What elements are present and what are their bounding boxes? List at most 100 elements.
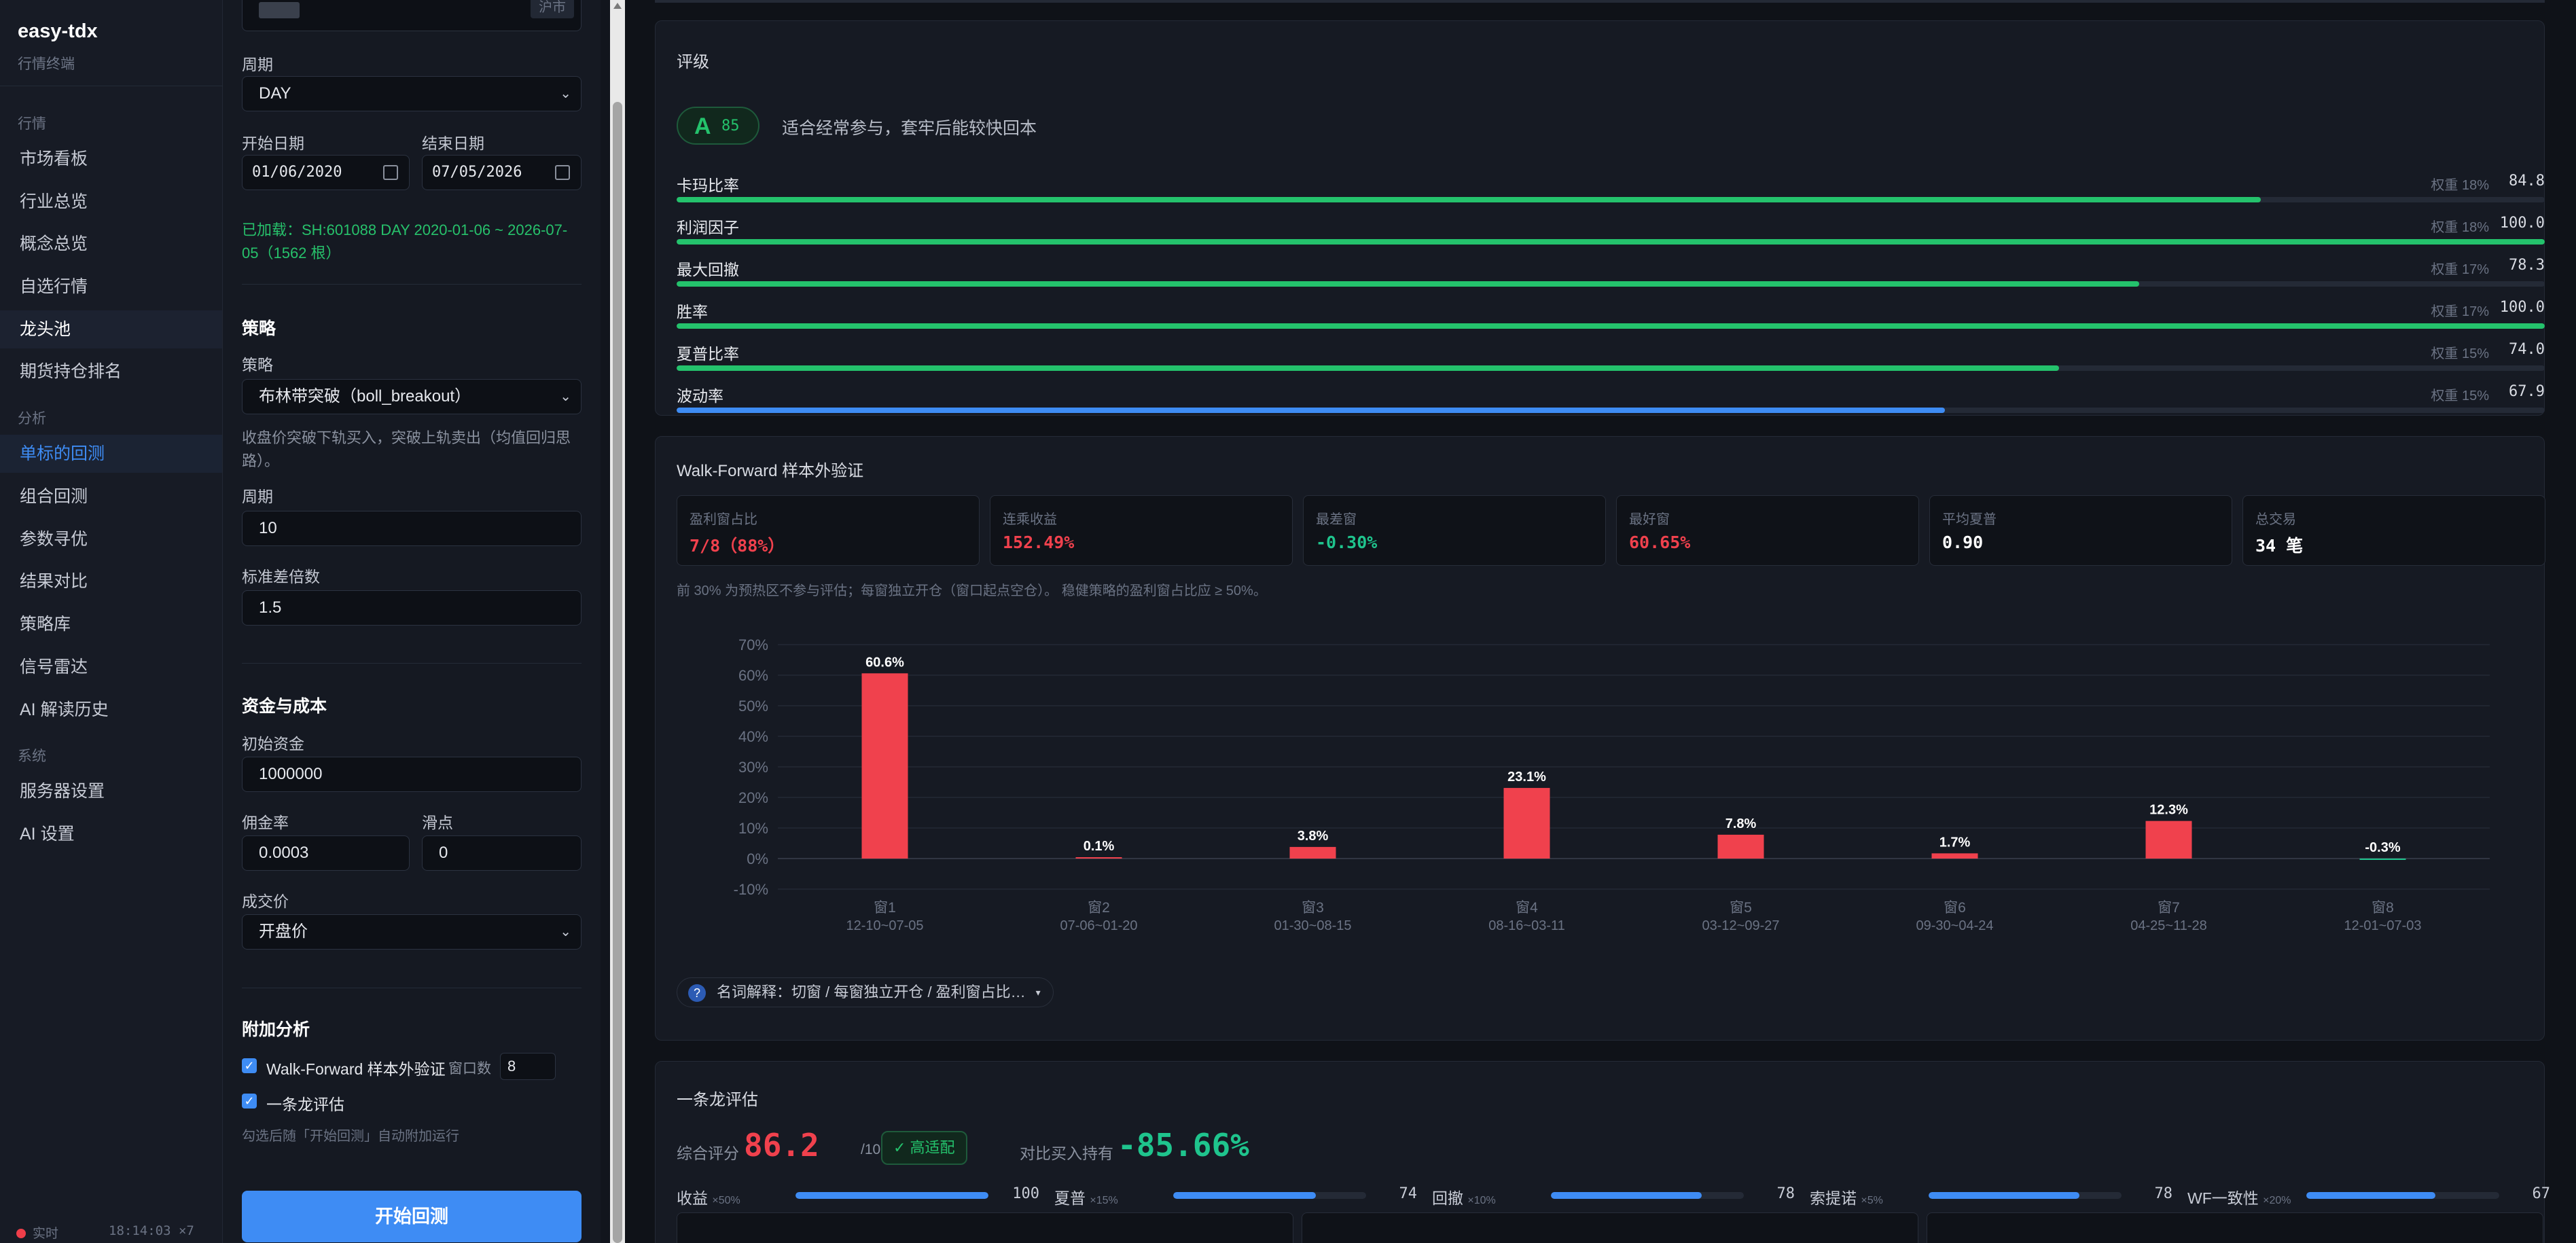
prev-card-edge bbox=[655, 0, 2545, 3]
dragon-metric-fill bbox=[795, 1192, 988, 1199]
capital-input[interactable]: 1000000 bbox=[242, 757, 582, 792]
nav-item-strategy-library[interactable]: 策略库 bbox=[20, 615, 71, 634]
nav-item-market-board[interactable]: 市场看板 bbox=[20, 149, 88, 168]
nav-item-industry[interactable]: 行业总览 bbox=[20, 192, 88, 211]
calendar-icon[interactable] bbox=[383, 165, 398, 180]
dragon-compare-label: 对比买入持有 bbox=[1020, 1145, 1113, 1162]
dragon-metric-weight: ×20% bbox=[2263, 1195, 2291, 1206]
end-date-input[interactable]: 07/05/2026 bbox=[422, 155, 582, 190]
dragon-score-label: 综合评分 bbox=[677, 1145, 739, 1162]
wf-window-value: 8 bbox=[507, 1058, 516, 1075]
scrollbar-thumb[interactable] bbox=[613, 102, 622, 1243]
x-date-range-label: 03-12~09-27 bbox=[1702, 918, 1780, 933]
chart-bar bbox=[2359, 859, 2406, 860]
nav-item-compare[interactable]: 结果对比 bbox=[20, 572, 88, 591]
x-category-label: 窗7 bbox=[2158, 900, 2180, 916]
x-date-range-label: 12-10~07-05 bbox=[846, 918, 924, 933]
nav-item-futures-rank[interactable]: 期货持仓排名 bbox=[20, 362, 122, 381]
slippage-input[interactable]: 0 bbox=[422, 835, 582, 871]
dragon-metric-label: 夏普 ×15% bbox=[1054, 1185, 1118, 1208]
loaded-info: 已加载：SH:601088 DAY 2020-01-06 ~ 2026-07-0… bbox=[242, 221, 568, 262]
nav-item-server-settings[interactable]: 服务器设置 bbox=[20, 782, 105, 801]
walk-forward-card: Walk-Forward 样本外验证 盈利窗占比 7/8（88%） 连乘收益 152.… bbox=[655, 436, 2545, 1041]
nav-item-single-backtest[interactable]: 单标的回测 bbox=[0, 435, 222, 473]
bar-data-label: 12.3% bbox=[2149, 803, 2188, 818]
dragon-metric-fill bbox=[1551, 1192, 1702, 1199]
wf-checkbox-label[interactable]: Walk-Forward 样本外验证 bbox=[266, 1060, 446, 1078]
glossary-toggle[interactable]: ? 名词解释：切窗 / 每窗独立开仓 / 盈利窗占比… ▾ bbox=[677, 977, 1054, 1007]
grade-letter: A bbox=[694, 113, 711, 139]
capital-value: 1000000 bbox=[259, 765, 323, 783]
metric-value: 74.0 bbox=[2509, 341, 2545, 358]
bar-data-label: 0.1% bbox=[1084, 839, 1115, 854]
scroll-up-arrow-icon[interactable] bbox=[613, 3, 622, 9]
period-select[interactable]: DAY ⌄ bbox=[242, 76, 582, 111]
metric-bar-track bbox=[677, 408, 2545, 413]
strategy-select[interactable]: 布林带突破（boll_breakout） ⌄ bbox=[242, 379, 582, 414]
nav-section-title: 行情 bbox=[18, 116, 46, 132]
wf-stat-value: -0.30% bbox=[1316, 533, 1378, 552]
dragon-metric-fill bbox=[2306, 1192, 2436, 1199]
bar-data-label: 7.8% bbox=[1725, 816, 1757, 831]
wf-stat-value: 34 笔 bbox=[2255, 536, 2304, 556]
metric-name: 波动率 bbox=[677, 387, 723, 405]
nav-section-title: 系统 bbox=[18, 749, 46, 764]
nav-item-signal-radar[interactable]: 信号雷达 bbox=[20, 657, 88, 677]
metric-bar-track bbox=[677, 281, 2545, 287]
start-date-input[interactable]: 01/06/2020 bbox=[242, 155, 410, 190]
y-tick-label: 70% bbox=[738, 636, 768, 653]
nav-item-ai-history[interactable]: AI 解读历史 bbox=[20, 700, 109, 719]
metric-value: 84.8 bbox=[2509, 173, 2545, 190]
glossary-label: 名词解释：切窗 / 每窗独立开仓 / 盈利窗占比… bbox=[717, 984, 1026, 1001]
metric-weight: 权重 15% bbox=[2431, 389, 2489, 403]
calendar-icon[interactable] bbox=[555, 165, 570, 180]
nav-item-concept[interactable]: 概念总览 bbox=[20, 234, 88, 253]
param-period-input[interactable]: 10 bbox=[242, 511, 582, 546]
metric-bar-track bbox=[677, 323, 2545, 329]
dragon-checkbox-label[interactable]: 一条龙评估 bbox=[266, 1096, 344, 1113]
dragon-score: 86.2 bbox=[744, 1127, 819, 1164]
wf-window-input[interactable]: 8 bbox=[500, 1053, 556, 1080]
capital-label: 初始资金 bbox=[242, 735, 304, 753]
price-value: 开盘价 bbox=[259, 922, 308, 941]
y-tick-label: 40% bbox=[738, 728, 768, 745]
dragon-metric-fill bbox=[1929, 1192, 2079, 1199]
x-category-label: 窗2 bbox=[1088, 900, 1110, 916]
app-subtitle: 行情终端 bbox=[18, 56, 75, 72]
dragon-fit-badge: ✓ 高适配 bbox=[881, 1131, 967, 1165]
y-tick-label: 60% bbox=[738, 667, 768, 684]
wf-checkbox[interactable]: ✓ bbox=[242, 1058, 257, 1073]
start-date-value: 01/06/2020 bbox=[252, 164, 342, 181]
dragon-metric-label: 回撤 ×10% bbox=[1432, 1185, 1496, 1208]
market-tag: 沪市 bbox=[531, 0, 574, 18]
question-icon: ? bbox=[688, 984, 706, 1002]
grade-badge: A 85 bbox=[677, 107, 759, 145]
start-backtest-button[interactable]: 开始回测 bbox=[242, 1191, 582, 1242]
symbol-input[interactable]: 沪市 bbox=[242, 0, 582, 31]
commission-input[interactable]: 0.0003 bbox=[242, 835, 410, 871]
nav-item-watchlist[interactable]: 自选行情 bbox=[20, 277, 88, 296]
metric-bar-fill bbox=[677, 365, 2059, 371]
nav-item-param-optimize[interactable]: 参数寻优 bbox=[20, 530, 88, 549]
price-select[interactable]: 开盘价 ⌄ bbox=[242, 914, 582, 950]
nav-item-ai-settings[interactable]: AI 设置 bbox=[20, 825, 75, 844]
param-period-value: 10 bbox=[259, 519, 277, 537]
x-category-label: 窗4 bbox=[1516, 900, 1538, 916]
nav-item-portfolio-backtest[interactable]: 组合回测 bbox=[20, 487, 88, 506]
grade-description: 适合经常参与，套牢后能较快回本 bbox=[782, 119, 1037, 138]
chart-bar bbox=[1289, 846, 1336, 859]
dragon-checkbox[interactable]: ✓ bbox=[242, 1094, 257, 1109]
strategy-description: 收盘价突破下轨买入，突破上轨卖出（均值回归思路）。 bbox=[242, 429, 571, 469]
nav-section-title: 分析 bbox=[18, 411, 46, 427]
rating-title: 评级 bbox=[677, 53, 709, 71]
metric-bar-fill bbox=[677, 323, 2545, 329]
param-std-input[interactable]: 1.5 bbox=[242, 590, 582, 626]
dragon-metric-track bbox=[1551, 1192, 1744, 1199]
dragon-metric-weight: ×5% bbox=[1861, 1195, 1883, 1206]
x-category-label: 窗8 bbox=[2372, 900, 2394, 916]
wf-bar-chart: 70% 60% 50% 40% 30% 20% 10% 0% -10% 60.6% 窗1 12-10~… bbox=[734, 636, 2490, 933]
nav-item-leader-pool[interactable]: 龙头池 bbox=[0, 310, 222, 348]
slippage-label: 滑点 bbox=[422, 814, 453, 831]
metric-value: 67.9 bbox=[2509, 383, 2545, 400]
wf-stat-value: 7/8（88%） bbox=[690, 536, 785, 556]
